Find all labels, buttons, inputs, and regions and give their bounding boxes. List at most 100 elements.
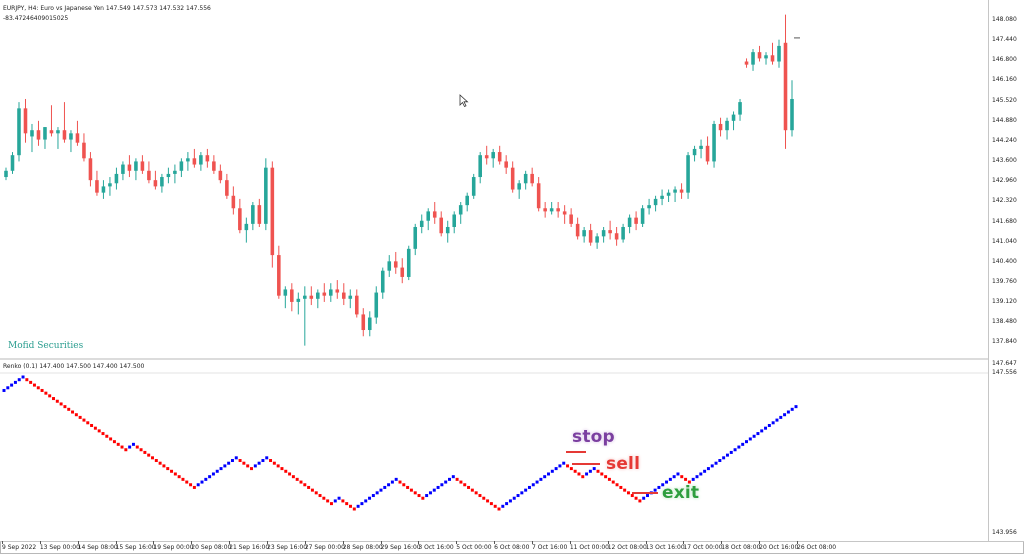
price-tick-label: 140.400 <box>992 257 1017 265</box>
time-tick-label: 29 Sep 16:00 <box>380 544 421 551</box>
renko-tick-label: 147.647 <box>992 360 1017 367</box>
candle <box>393 251 398 274</box>
time-tick-label: 6 Oct 08:00 <box>494 544 530 551</box>
renko-brick <box>718 459 722 463</box>
time-tick-mark <box>532 541 533 544</box>
renko-brick <box>52 397 55 401</box>
renko-brick <box>303 483 307 487</box>
renko-brick <box>326 499 330 503</box>
candle <box>530 167 534 187</box>
renko-brick <box>44 391 48 395</box>
time-tick-label: 20 Oct 16:00 <box>759 544 799 551</box>
renko-brick <box>13 380 17 384</box>
time-tick-label: 21 Sep 16:00 <box>229 544 270 551</box>
candle <box>290 283 294 312</box>
candle <box>147 161 151 184</box>
renko-brick <box>794 405 798 409</box>
price-tick-label: 147.440 <box>992 36 1017 44</box>
price-axis[interactable]: 148.080 147.440 146.800 146.160 145.520 144.8… <box>988 0 1024 541</box>
time-axis[interactable]: 9 Sep 2022 13 Sep 00:00 14 Sep 08:00 15 Sep… <box>0 541 1024 554</box>
renko-brick <box>748 437 752 441</box>
candle <box>666 189 671 203</box>
renko-brick <box>295 477 299 481</box>
renko-brick <box>78 415 82 419</box>
candle <box>23 98 28 143</box>
candle <box>653 195 658 212</box>
time-tick-label: 12 Oct 08:00 <box>607 544 647 551</box>
renko-brick <box>653 488 657 492</box>
renko-brick <box>547 472 550 476</box>
candle <box>458 202 463 224</box>
renko-brick <box>67 407 71 411</box>
renko-brick <box>10 383 14 387</box>
renko-brick <box>550 469 554 473</box>
indicator-value: -83.47246409015025 <box>3 15 69 22</box>
renko-brick <box>40 388 44 392</box>
renko-brick <box>151 456 154 460</box>
renko-brick <box>642 496 646 500</box>
renko-brick <box>352 507 356 511</box>
candle <box>56 127 60 149</box>
time-tick-label: 23 Sep 16:00 <box>267 544 308 551</box>
renko-brick <box>219 467 223 471</box>
renko-brick <box>512 496 516 500</box>
candle <box>95 170 99 196</box>
candle <box>510 161 515 193</box>
renko-brick <box>634 496 638 500</box>
candle <box>69 130 73 153</box>
renko-brick <box>345 502 349 506</box>
time-tick-mark <box>153 541 155 544</box>
price-chart-pane[interactable]: EURJPY, H4: Euro vs Japanese Yen 147.549… <box>0 0 988 359</box>
candle <box>562 205 567 224</box>
candle <box>387 255 392 277</box>
renko-brick <box>600 472 604 476</box>
renko-brick <box>170 469 174 473</box>
renko-brick <box>349 504 352 508</box>
time-tick-mark <box>115 541 117 544</box>
candle <box>173 164 177 184</box>
renko-brick <box>101 432 105 436</box>
candle <box>367 311 372 337</box>
candle <box>134 158 138 181</box>
renko-brick <box>771 421 775 425</box>
candle <box>738 98 742 121</box>
renko-chart[interactable] <box>0 360 988 541</box>
time-tick-label: 15 Sep 16:00 <box>115 544 156 551</box>
renko-brick <box>166 467 170 471</box>
renko-brick <box>604 475 608 479</box>
renko-brick <box>143 450 147 454</box>
price-tick-label: 141.040 <box>992 237 1017 245</box>
renko-brick <box>284 469 288 473</box>
candle <box>731 111 736 131</box>
candle <box>192 148 197 168</box>
time-tick-label: 20 Sep 08:00 <box>191 544 232 551</box>
renko-brick <box>406 485 410 489</box>
time-tick-mark <box>2 541 3 544</box>
renko-brick <box>223 464 227 468</box>
renko-brick <box>657 485 661 489</box>
candle <box>4 167 8 181</box>
candle <box>582 226 586 243</box>
renko-brick <box>649 491 653 495</box>
candle <box>757 45 762 62</box>
renko-brick <box>745 440 748 444</box>
candle <box>62 102 67 143</box>
pane-separator[interactable] <box>0 358 1024 360</box>
candlestick-chart[interactable] <box>0 0 988 358</box>
candle <box>627 214 632 234</box>
candle <box>348 289 353 309</box>
renko-brick <box>459 480 463 484</box>
candle <box>718 117 723 137</box>
candle <box>108 177 112 196</box>
renko-brick <box>699 472 703 476</box>
candle <box>673 186 677 203</box>
renko-tick-label: 143.956 <box>992 529 1017 536</box>
renko-pane[interactable]: Renko (0.1) 147.400 147.500 147.400 147.… <box>0 360 988 541</box>
renko-brick <box>192 485 196 489</box>
candle <box>316 289 320 309</box>
renko-brick <box>520 491 524 495</box>
time-tick-mark <box>645 541 647 544</box>
candle <box>634 211 638 231</box>
candle <box>692 145 697 162</box>
time-tick-mark <box>342 541 344 544</box>
